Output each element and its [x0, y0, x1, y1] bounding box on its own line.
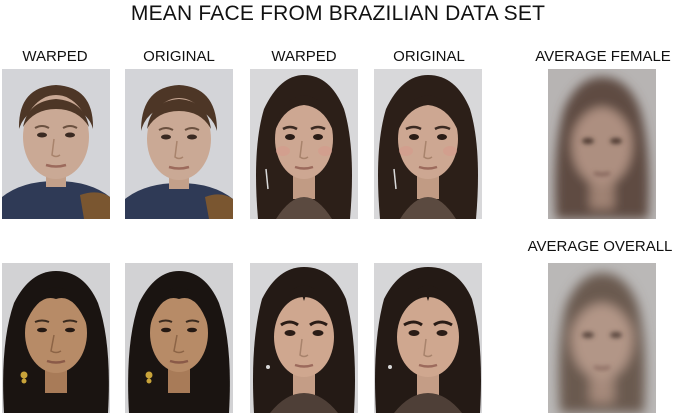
face-photo-row1-warped-2 — [250, 69, 358, 219]
face-photo-row2-original — [125, 263, 233, 413]
average-female-face — [548, 69, 656, 219]
label-original-2: ORIGINAL — [393, 48, 465, 65]
face-photo-row2-original-2 — [374, 263, 482, 413]
face-photo-row1-original-2 — [374, 69, 482, 219]
face-photo-row2-warped — [2, 263, 110, 413]
label-average-overall: AVERAGE OVERALL — [527, 238, 673, 255]
label-warped-2: WARPED — [271, 48, 337, 65]
average-overall-face — [548, 263, 656, 413]
face-photo-row1-warped — [2, 69, 110, 219]
face-photo-row2-warped-2 — [250, 263, 358, 413]
label-original-1: ORIGINAL — [143, 48, 215, 65]
label-warped-1: WARPED — [22, 48, 88, 65]
figure-title: MEAN FACE FROM BRAZILIAN DATA SET — [130, 2, 546, 25]
label-average-female: AVERAGE FEMALE — [535, 48, 671, 65]
face-photo-row1-original — [125, 69, 233, 219]
